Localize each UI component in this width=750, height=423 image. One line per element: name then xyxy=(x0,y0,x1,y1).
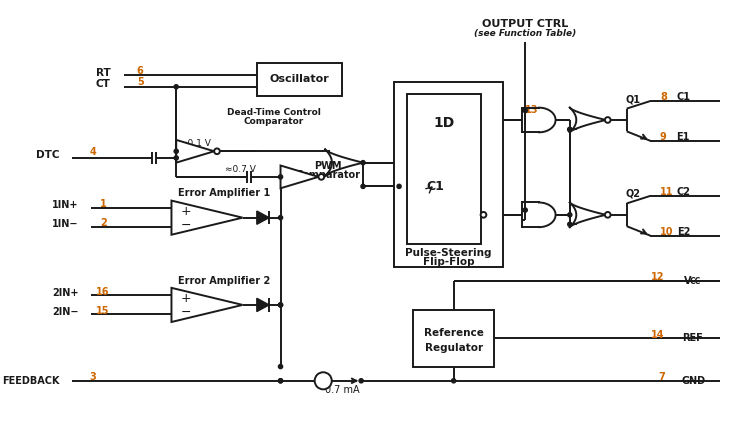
Circle shape xyxy=(568,127,572,132)
Text: 5: 5 xyxy=(136,77,143,87)
Text: 4: 4 xyxy=(89,147,96,157)
Bar xyxy=(406,94,481,244)
Text: OUTPUT CTRL: OUTPUT CTRL xyxy=(482,19,568,29)
Text: GND: GND xyxy=(682,376,706,386)
Circle shape xyxy=(278,303,283,307)
Circle shape xyxy=(361,184,365,189)
Text: RT: RT xyxy=(96,68,111,77)
Circle shape xyxy=(174,85,178,89)
Text: 2: 2 xyxy=(100,218,106,228)
Text: 10: 10 xyxy=(660,227,674,237)
Text: Flip-Flop: Flip-Flop xyxy=(422,257,474,267)
Bar xyxy=(413,310,494,367)
Text: 13: 13 xyxy=(525,104,538,115)
Text: C1: C1 xyxy=(426,180,444,193)
Text: Regulator: Regulator xyxy=(424,343,483,353)
Text: Comparator: Comparator xyxy=(244,117,304,126)
Text: C2: C2 xyxy=(677,187,691,197)
Text: 1IN−: 1IN− xyxy=(52,219,79,229)
Circle shape xyxy=(452,379,456,383)
Text: REF: REF xyxy=(682,333,703,343)
Polygon shape xyxy=(256,211,269,224)
Circle shape xyxy=(174,149,178,154)
Text: 1: 1 xyxy=(100,199,106,209)
Text: 15: 15 xyxy=(97,305,110,316)
Text: 6: 6 xyxy=(136,66,143,76)
Circle shape xyxy=(278,379,283,383)
Text: ≈0.7 V: ≈0.7 V xyxy=(225,165,256,174)
Text: (see Function Table): (see Function Table) xyxy=(474,29,576,38)
Circle shape xyxy=(605,117,610,123)
Text: 11: 11 xyxy=(660,187,674,197)
Text: 2IN−: 2IN− xyxy=(52,307,79,316)
Text: Q2: Q2 xyxy=(626,189,640,199)
Circle shape xyxy=(278,379,283,383)
Circle shape xyxy=(524,108,527,113)
Text: Q1: Q1 xyxy=(626,94,640,104)
Circle shape xyxy=(568,127,572,132)
Text: −: − xyxy=(181,306,191,319)
Polygon shape xyxy=(256,298,269,312)
Text: 1D: 1D xyxy=(433,116,454,130)
Text: 8: 8 xyxy=(660,92,667,102)
Circle shape xyxy=(481,212,486,218)
Text: 3: 3 xyxy=(89,372,96,382)
Text: E2: E2 xyxy=(677,227,690,237)
Polygon shape xyxy=(172,201,242,235)
Circle shape xyxy=(278,303,283,307)
Text: 0.7 mA: 0.7 mA xyxy=(325,385,359,395)
Circle shape xyxy=(278,365,283,369)
Text: +: + xyxy=(181,205,191,217)
Circle shape xyxy=(278,175,283,179)
Text: 1IN+: 1IN+ xyxy=(52,201,79,210)
Bar xyxy=(256,63,342,96)
Text: E1: E1 xyxy=(676,132,689,142)
Text: CT: CT xyxy=(96,79,111,89)
Circle shape xyxy=(359,379,363,383)
Circle shape xyxy=(315,372,332,389)
Text: 9: 9 xyxy=(660,132,667,142)
Text: ≈0.1 V: ≈0.1 V xyxy=(180,139,211,148)
Text: 16: 16 xyxy=(97,287,110,297)
Circle shape xyxy=(397,184,401,189)
Text: CC: CC xyxy=(689,277,700,286)
Text: Comparator: Comparator xyxy=(296,170,361,180)
Text: Pulse-Steering: Pulse-Steering xyxy=(405,248,492,258)
Text: Oscillator: Oscillator xyxy=(270,74,329,84)
Text: C1: C1 xyxy=(676,92,690,102)
Polygon shape xyxy=(280,165,319,188)
Circle shape xyxy=(568,222,572,226)
Text: +: + xyxy=(181,292,191,305)
Text: FEEDBACK: FEEDBACK xyxy=(2,376,59,386)
Circle shape xyxy=(568,213,572,217)
Circle shape xyxy=(319,174,324,180)
Text: 12: 12 xyxy=(651,272,664,283)
Circle shape xyxy=(605,212,610,218)
Text: 2IN+: 2IN+ xyxy=(52,288,79,298)
Circle shape xyxy=(174,156,178,160)
Circle shape xyxy=(524,208,527,212)
Polygon shape xyxy=(172,288,242,322)
Text: V: V xyxy=(683,276,691,286)
Text: −: − xyxy=(181,219,191,232)
Text: Reference: Reference xyxy=(424,328,484,338)
Bar xyxy=(394,82,503,267)
Text: Error Amplifier 2: Error Amplifier 2 xyxy=(178,276,270,286)
Circle shape xyxy=(278,216,283,220)
Text: Error Amplifier 1: Error Amplifier 1 xyxy=(178,188,270,198)
Polygon shape xyxy=(176,140,214,163)
Text: PWM: PWM xyxy=(314,160,342,170)
Text: DTC: DTC xyxy=(36,150,59,160)
Text: Dead-Time Control: Dead-Time Control xyxy=(227,108,321,117)
Circle shape xyxy=(214,148,220,154)
Text: 7: 7 xyxy=(658,372,664,382)
Text: 14: 14 xyxy=(651,330,664,340)
Circle shape xyxy=(361,161,365,165)
